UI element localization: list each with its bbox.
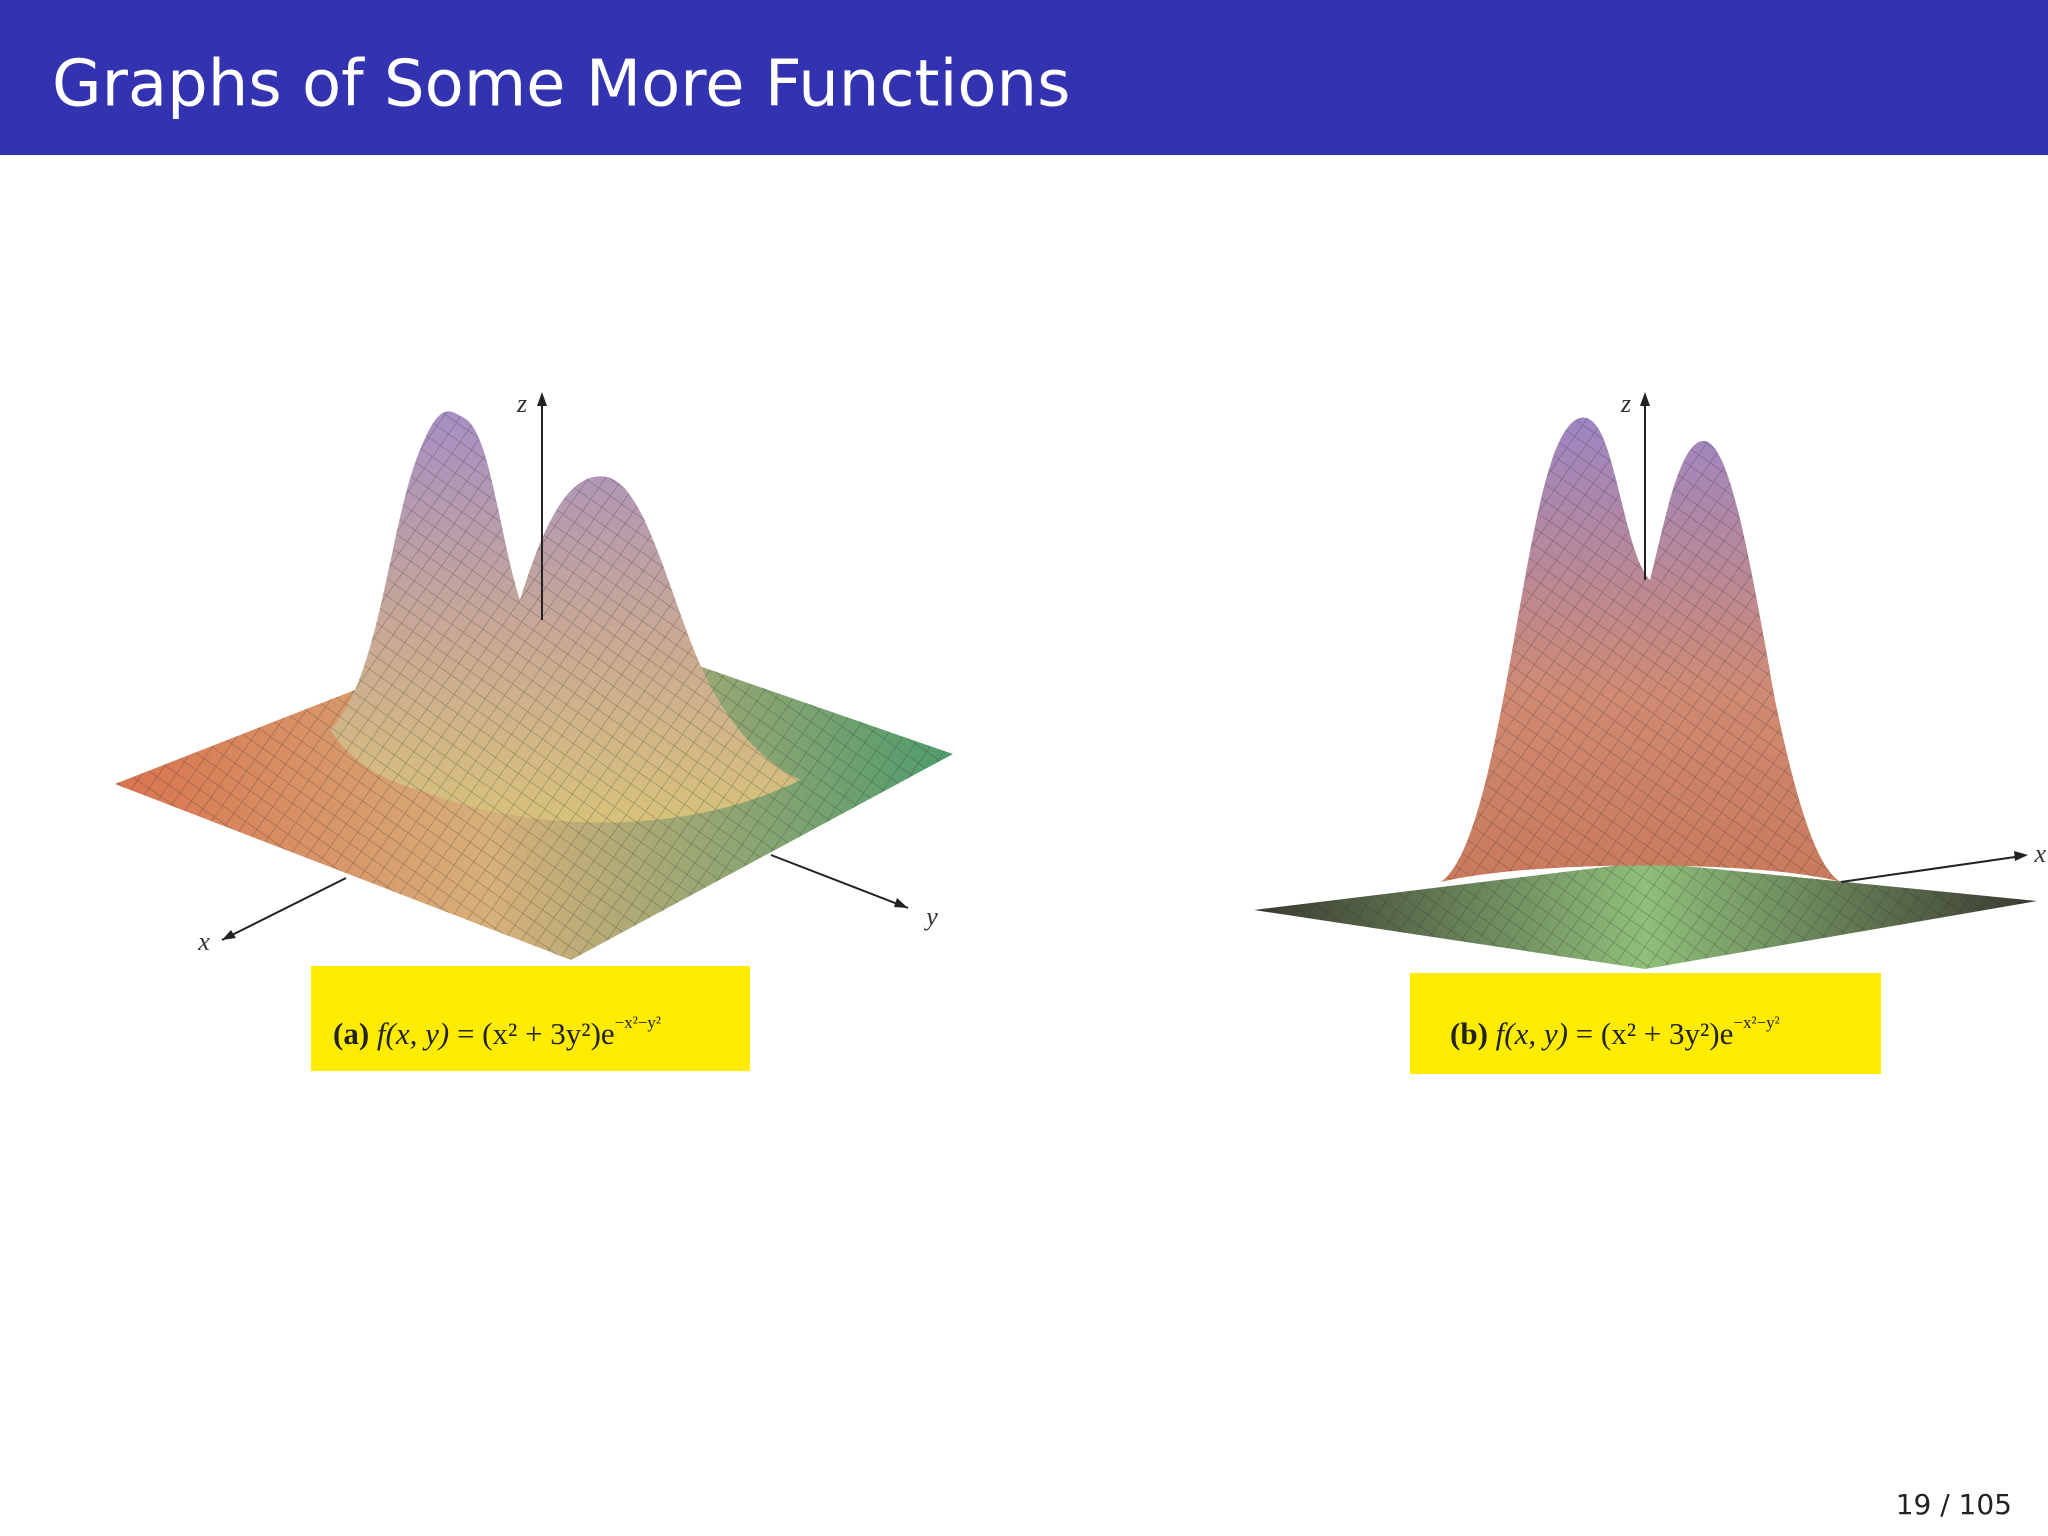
slide-title: Graphs of Some More Functions xyxy=(52,48,1070,122)
caption-highlight xyxy=(1410,973,1881,1074)
arrow-head xyxy=(537,392,547,406)
arrow-head xyxy=(894,898,908,908)
surface-mesh xyxy=(1441,417,1841,882)
caption-exponent: −x²−y² xyxy=(1733,1013,1779,1032)
surface-mesh xyxy=(1254,862,2037,969)
surface-mesh xyxy=(330,411,800,823)
y-axis xyxy=(770,854,909,909)
axis-label: y xyxy=(923,902,938,931)
caption: (b) f(x, y) = (x² + 3y²)e−x²−y² xyxy=(1450,1013,1780,1051)
caption-label: (b) xyxy=(1450,1016,1488,1051)
caption-rhs: = (x² + 3y²)e xyxy=(457,1016,615,1051)
caption-rhs: = (x² + 3y²)e xyxy=(1576,1016,1734,1051)
caption-lhs: f(x, y) xyxy=(1496,1016,1568,1051)
figure-a: z x y (a) f(x, y) = (x² + 3y²)e−x²−y² xyxy=(115,389,953,1071)
arrow-head xyxy=(1640,392,1650,406)
axis-label: z xyxy=(1620,389,1631,418)
caption-exponent: −x²−y² xyxy=(615,1013,661,1032)
header-bar xyxy=(0,0,2048,155)
page-number: 19 / 105 xyxy=(1896,1488,2012,1521)
arrow-head xyxy=(222,930,236,940)
caption-lhs: f(x, y) xyxy=(377,1016,449,1051)
axis-label: x xyxy=(2033,839,2046,868)
figure-b: z x (b) f(x, y) = (x² + 3y²)e−x²−y² xyxy=(1254,389,2046,1074)
caption-label: (a) xyxy=(333,1016,369,1051)
x-axis xyxy=(221,877,347,941)
axis-label: z xyxy=(516,389,527,418)
caption-highlight xyxy=(311,966,750,1071)
arrow-head xyxy=(2014,851,2028,861)
axis-label: x xyxy=(197,927,210,956)
caption: (a) f(x, y) = (x² + 3y²)e−x²−y² xyxy=(333,1013,661,1051)
x-axis xyxy=(1840,855,2023,883)
